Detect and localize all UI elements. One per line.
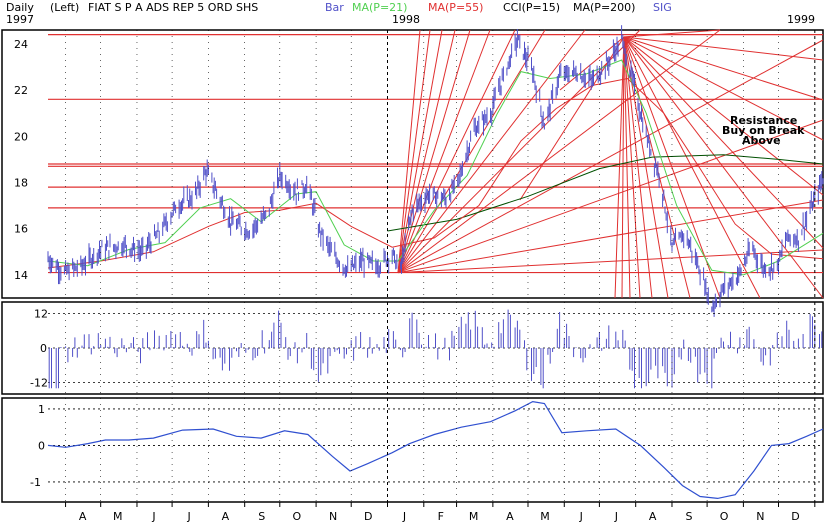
price-ytick-label: 18 [14, 176, 28, 189]
price-ytick-label: 14 [14, 269, 28, 282]
fan-line-up [398, 249, 824, 274]
sig-panel-frame [1, 397, 824, 503]
legend: Bar MA(P=21) MA(P=55) CCI(P=15) MA(P=200) SIG [325, 1, 672, 14]
x-month-label: J [402, 510, 406, 523]
fan-line-up [397, 119, 824, 274]
legend-item: MA(P=55) [428, 1, 483, 14]
fan-line-down [623, 36, 824, 61]
annotation-line3: Above [742, 134, 781, 147]
year-label-mid: 1998 [392, 13, 420, 26]
x-month-label: M [469, 510, 479, 523]
sig-ytick-label: 1 [38, 403, 45, 416]
fan-line-up [397, 29, 546, 273]
year-label-right: 1999 [787, 13, 815, 26]
x-axis: AMJJASONDJFMAMJJASONDJ [48, 30, 823, 523]
price-ytick-label: 16 [14, 223, 28, 236]
fan-line-up [397, 29, 431, 273]
x-month-label: J [614, 510, 618, 523]
x-month-label: S [258, 510, 265, 523]
x-month-label: N [329, 510, 337, 523]
x-month-label: N [756, 510, 764, 523]
x-month-label: A [649, 510, 657, 523]
x-month-label: A [506, 510, 514, 523]
legend-item: Bar [325, 1, 344, 14]
fan-line-up [397, 29, 491, 273]
cci-ytick-label: 12 [34, 308, 48, 321]
fan-line-up [397, 39, 824, 274]
fan-line-up [397, 199, 824, 274]
fan-line-down [614, 36, 625, 299]
x-month-label: A [222, 510, 230, 523]
sig-ytick-label: -1 [30, 476, 41, 489]
annotation-line2: Buy on Break [722, 124, 805, 137]
price-ytick-label: 24 [14, 38, 28, 51]
price-ytick-label: 20 [14, 130, 28, 143]
legend-item: MA(P=21) [352, 1, 407, 14]
sig-ytick-label: 0 [38, 439, 45, 452]
x-month-label: F [438, 510, 444, 523]
ma55-line [47, 77, 824, 269]
fan-line-down [623, 36, 631, 299]
cci-ytick-label: 0 [40, 342, 47, 355]
fan-line-down [623, 36, 824, 249]
x-month-label: J [186, 510, 190, 523]
axis-side-label: (Left) [50, 1, 79, 14]
fan-line-up [397, 29, 471, 273]
x-month-label: A [79, 510, 87, 523]
x-month-label: J [151, 510, 155, 523]
price-panel: 24 22 20 18 16 14 [14, 25, 824, 317]
sig-panel: 1 0 -1 [30, 400, 824, 500]
fan-line-up [397, 29, 516, 273]
x-month-label: M [113, 510, 123, 523]
price-ytick-label: 22 [14, 84, 28, 97]
cci-panel-frame [1, 301, 824, 395]
fan-line-down [623, 36, 653, 299]
fan-line-up [397, 29, 443, 273]
period-label: Daily [6, 1, 34, 14]
ma200-line [387, 154, 824, 232]
fan-line-down [623, 36, 824, 196]
fan-line-down [623, 36, 824, 141]
cci-panel: 12 0 -12 [30, 308, 823, 390]
year-label-left: 1997 [6, 13, 34, 26]
fan-line-down [623, 36, 824, 101]
fan-line-down [621, 36, 625, 299]
fan-line-down [623, 29, 721, 38]
fan-line-up [397, 29, 586, 273]
legend-item: SIG [653, 1, 672, 14]
x-month-label: D [364, 510, 372, 523]
fan-line-down [623, 36, 641, 299]
fan-line-up [397, 29, 421, 273]
x-month-label: J [579, 510, 583, 523]
x-month-label: D [791, 510, 799, 523]
fan-line-down [623, 36, 721, 299]
ma21-line [47, 59, 824, 276]
legend-item: MA(P=200) [573, 1, 635, 14]
x-month-label: O [292, 510, 301, 523]
sig-line [47, 400, 824, 500]
x-month-label: O [720, 510, 729, 523]
security-title: FIAT S P A ADS REP 5 ORD SHS [88, 1, 258, 14]
x-month-label: S [686, 510, 693, 523]
annotation-line1: Resistance [730, 114, 797, 127]
cci-ytick-label: -12 [30, 377, 48, 390]
legend-item: CCI(P=15) [503, 1, 560, 14]
fan-line-down [519, 36, 625, 201]
fan-line-down [623, 36, 761, 299]
x-month-label: M [540, 510, 550, 523]
fan-line-up [397, 29, 456, 273]
